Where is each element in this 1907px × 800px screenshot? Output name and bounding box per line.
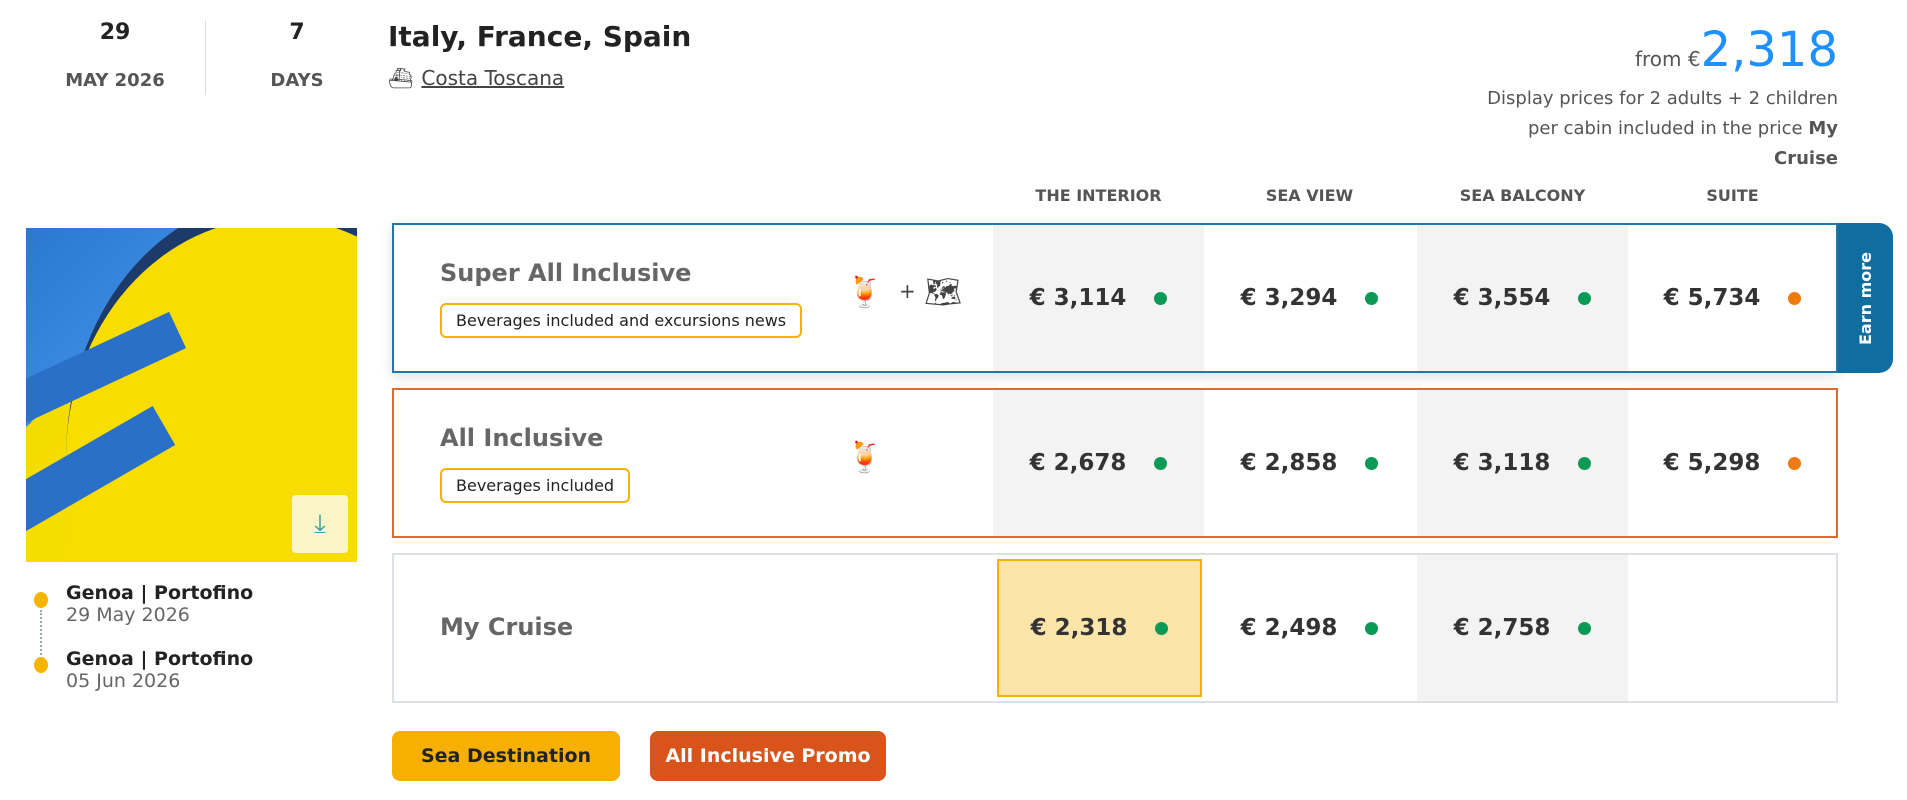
fare-name: My Cruise (440, 613, 574, 641)
from-price: from €2,318 (1635, 22, 1838, 78)
price-sea-balcony[interactable]: € 2,758 (1417, 555, 1628, 701)
fare-row-all-inclusive[interactable]: All Inclusive Beverages included 🍹 € 2,6… (392, 388, 1838, 538)
fare-row-my-cruise[interactable]: My Cruise € 2,318 € 2,498 € 2,758 (392, 553, 1838, 703)
download-icon[interactable]: ⤓ (292, 495, 348, 553)
price-note-text: Display prices for 2 adults + 2 children… (1487, 88, 1838, 139)
col-interior: THE INTERIOR (1035, 186, 1162, 205)
price: € 2,318 (1030, 615, 1128, 641)
departure-month-year: MAY 2026 (65, 70, 165, 91)
duration: 7 (289, 20, 305, 45)
col-sea-view: SEA VIEW (1265, 186, 1354, 205)
drink-icon: 🍹 (846, 275, 884, 310)
price: € 3,294 (1240, 285, 1338, 311)
availability-dot (1155, 621, 1169, 635)
itinerary-end: Genoa | Portofino 05 Jun 2026 (66, 648, 253, 692)
sea-destination-tag[interactable]: Sea Destination (392, 731, 620, 781)
availability-dot (1365, 291, 1379, 305)
duration-unit: DAYS (270, 70, 324, 91)
price: € 5,734 (1663, 285, 1761, 311)
price-interior[interactable]: € 2,678 (993, 390, 1204, 536)
fare-badge: Beverages included (440, 468, 631, 503)
ship-name[interactable]: Costa Toscana (421, 66, 565, 90)
price: € 5,298 (1663, 450, 1761, 476)
map-icon: 🗺 (924, 275, 963, 310)
availability-dot (1365, 456, 1379, 470)
price: € 2,758 (1453, 615, 1551, 641)
fare-name: All Inclusive (440, 424, 604, 452)
page-title: Italy, France, Spain (388, 20, 692, 53)
price-interior[interactable]: € 3,114 (993, 225, 1204, 371)
availability-dot (1788, 291, 1802, 305)
price-note: Display prices for 2 adults + 2 children… (1458, 84, 1838, 174)
col-sea-balcony: SEA BALCONY (1459, 186, 1586, 205)
price-sea-view[interactable]: € 3,294 (1204, 225, 1415, 371)
price: € 2,678 (1029, 450, 1127, 476)
availability-dot (1154, 456, 1168, 470)
ship-icon: ⛴ (388, 66, 414, 90)
departure-day: 29 (99, 20, 131, 45)
from-price-value: 2,318 (1700, 22, 1838, 78)
price-sea-balcony[interactable]: € 3,554 (1417, 225, 1628, 371)
port: Genoa | Portofino (66, 582, 254, 604)
availability-dot (1578, 291, 1592, 305)
itinerary-line (40, 610, 42, 655)
fare-row-super-all-inclusive[interactable]: Super All Inclusive Beverages included a… (392, 223, 1838, 373)
itinerary-start: Genoa | Portofino 29 May 2026 (66, 582, 253, 626)
availability-dot (1154, 291, 1168, 305)
divider (205, 20, 206, 95)
fare-name: Super All Inclusive (440, 259, 692, 287)
all-inclusive-promo-tag[interactable]: All Inclusive Promo (650, 731, 886, 781)
earn-more-label: Earn more (1856, 251, 1876, 345)
availability-dot (1578, 621, 1592, 635)
col-suite: SUITE (1706, 186, 1759, 205)
port: Genoa | Portofino (66, 648, 254, 670)
price-sea-balcony[interactable]: € 3,118 (1417, 390, 1628, 536)
availability-dot (1788, 456, 1802, 470)
price-sea-view[interactable]: € 2,858 (1204, 390, 1415, 536)
price: € 2,858 (1240, 450, 1338, 476)
plus-icon: + (899, 279, 916, 303)
drink-icon: 🍹 (846, 440, 884, 475)
price: € 2,498 (1240, 615, 1338, 641)
date: 05 Jun 2026 (66, 670, 181, 692)
price: € 3,118 (1453, 450, 1551, 476)
date: 29 May 2026 (66, 604, 190, 626)
availability-dot (1365, 621, 1379, 635)
price-suite[interactable]: € 5,734 (1627, 225, 1838, 371)
from-label: from € (1634, 47, 1701, 71)
price-interior-selected[interactable]: € 2,318 (997, 559, 1202, 697)
fare-badge: Beverages included and excursions news (440, 303, 803, 338)
availability-dot (1578, 456, 1592, 470)
price: € 3,554 (1453, 285, 1551, 311)
price-suite[interactable]: € 5,298 (1627, 390, 1838, 536)
itinerary-dot (34, 657, 48, 673)
itinerary-dot (34, 592, 48, 608)
price-note-bold: My Cruise (1774, 118, 1838, 169)
price-sea-view[interactable]: € 2,498 (1204, 555, 1415, 701)
ship-link[interactable]: ⛴ Costa Toscana (388, 66, 564, 90)
earn-more-tab[interactable]: Earn more (1838, 223, 1893, 373)
price: € 3,114 (1029, 285, 1127, 311)
